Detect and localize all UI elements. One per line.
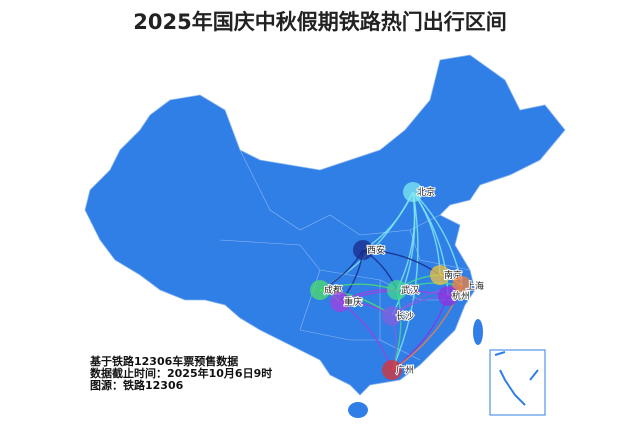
city-glow [430,265,450,285]
city-label: 上海 [466,280,484,292]
south-china-sea-islands [494,351,539,406]
city-marker: 杭州 [438,286,471,306]
city-glow [382,306,402,326]
city-marker: 北京 [403,182,436,202]
city-glow [353,240,373,260]
city-glow [330,292,350,312]
hainan-island [348,402,368,418]
route-line [391,191,419,371]
map-title: 2025年国庆中秋假期铁路热门出行区间 [133,10,507,34]
city-glow [403,182,423,202]
taiwan-island [473,319,483,345]
route-line [391,191,416,317]
south-china-sea-inset [489,349,546,416]
city-marker: 长沙 [382,306,415,326]
city-marker: 西安 [353,240,386,260]
mainland-shape [84,54,566,396]
note-data-basis: 基于铁路12306车票预售数据 [90,355,239,368]
city-glow [310,280,330,300]
city-label: 长沙 [396,310,414,322]
city-glow [452,276,472,296]
source-notes: 基于铁路12306车票预售数据 数据截止时间：2025年10月6日9时 图源：铁… [90,356,272,392]
city-marker: 武汉 [387,280,420,300]
city-glow [387,280,407,300]
city-label: 武汉 [401,284,419,296]
note-source: 图源：铁路12306 [90,379,184,392]
city-label: 广州 [396,364,414,376]
city-glow [382,360,402,380]
city-label: 重庆 [344,296,362,308]
note-data-cutoff: 数据截止时间：2025年10月6日9时 [90,367,273,380]
city-glow [438,286,458,306]
city-label: 杭州 [452,290,470,302]
city-label: 西安 [367,244,385,256]
city-marker: 上海 [452,276,485,296]
city-marker: 广州 [382,360,415,380]
city-label: 北京 [417,186,435,198]
route-line [412,191,463,287]
city-marker: 重庆 [330,292,363,312]
